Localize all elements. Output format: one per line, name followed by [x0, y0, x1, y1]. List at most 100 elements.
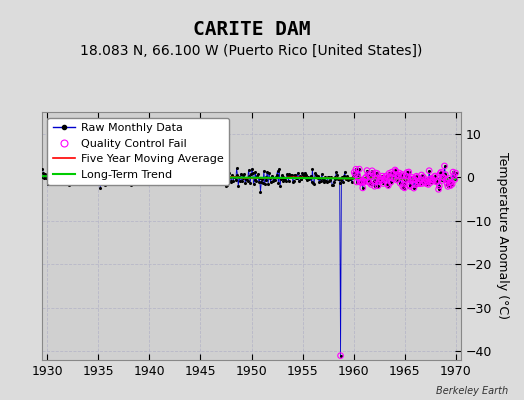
Point [379, 180, 387, 187]
Point [390, 176, 398, 182]
Point [422, 176, 430, 183]
Point [124, 173, 133, 179]
Point [354, 175, 363, 181]
Point [337, 176, 346, 183]
Point [173, 170, 181, 176]
Point [58, 174, 66, 181]
Point [419, 174, 428, 180]
Point [355, 166, 364, 172]
Point [338, 174, 346, 180]
Point [394, 172, 402, 178]
Point [108, 176, 116, 182]
Point [43, 172, 52, 178]
Point [219, 176, 227, 183]
Point [398, 171, 406, 178]
Point [180, 172, 189, 179]
Point [217, 178, 225, 184]
Point [330, 178, 338, 185]
Point [257, 179, 266, 186]
Point [431, 173, 439, 179]
Point [445, 180, 454, 186]
Point [127, 182, 135, 188]
Point [105, 177, 113, 183]
Point [109, 171, 117, 178]
Point [146, 172, 155, 178]
Point [233, 172, 242, 178]
Point [153, 168, 161, 174]
Point [271, 174, 280, 181]
Point [140, 178, 149, 184]
Point [315, 179, 323, 186]
Point [381, 174, 390, 180]
Point [240, 171, 248, 177]
Point [268, 174, 277, 180]
Point [384, 182, 392, 189]
Point [391, 167, 399, 173]
Point [402, 173, 410, 179]
Point [139, 164, 148, 170]
Point [135, 170, 144, 176]
Point [64, 182, 73, 188]
Point [144, 180, 152, 187]
Point [39, 170, 47, 176]
Text: 18.083 N, 66.100 W (Puerto Rico [United States]): 18.083 N, 66.100 W (Puerto Rico [United … [80, 44, 423, 58]
Point [37, 174, 46, 180]
Point [353, 179, 361, 185]
Point [95, 166, 104, 173]
Point [402, 173, 410, 179]
Point [115, 172, 123, 178]
Point [333, 172, 341, 178]
Point [78, 170, 86, 177]
Point [324, 174, 332, 180]
Point [279, 178, 288, 184]
Point [81, 177, 89, 183]
Point [37, 174, 45, 180]
Point [372, 170, 380, 176]
Point [383, 180, 391, 187]
Point [48, 172, 56, 178]
Point [309, 180, 318, 186]
Point [429, 177, 438, 184]
Point [341, 169, 349, 175]
Point [191, 171, 199, 177]
Point [432, 178, 440, 185]
Point [267, 173, 276, 179]
Point [137, 168, 145, 174]
Point [56, 171, 64, 178]
Point [155, 173, 163, 179]
Point [207, 180, 215, 186]
Point [416, 180, 424, 187]
Point [150, 175, 158, 182]
Point [46, 175, 54, 182]
Point [380, 176, 388, 183]
Point [130, 174, 138, 181]
Point [430, 173, 439, 180]
Point [428, 175, 436, 182]
Point [335, 180, 344, 186]
Point [274, 168, 282, 174]
Point [310, 180, 319, 187]
Point [193, 178, 202, 184]
Point [63, 178, 71, 185]
Point [317, 178, 325, 184]
Point [420, 178, 428, 185]
Point [202, 174, 210, 180]
Point [342, 174, 351, 180]
Point [266, 175, 274, 181]
Point [129, 163, 138, 169]
Point [256, 189, 265, 195]
Point [71, 176, 80, 183]
Point [274, 180, 282, 186]
Point [157, 179, 166, 186]
Point [336, 352, 345, 359]
Point [69, 174, 77, 180]
Point [221, 164, 229, 171]
Point [204, 172, 213, 178]
Point [351, 171, 359, 178]
Point [292, 175, 300, 182]
Point [110, 173, 118, 179]
Point [361, 175, 369, 181]
Point [415, 178, 423, 184]
Point [41, 170, 49, 177]
Point [418, 180, 427, 187]
